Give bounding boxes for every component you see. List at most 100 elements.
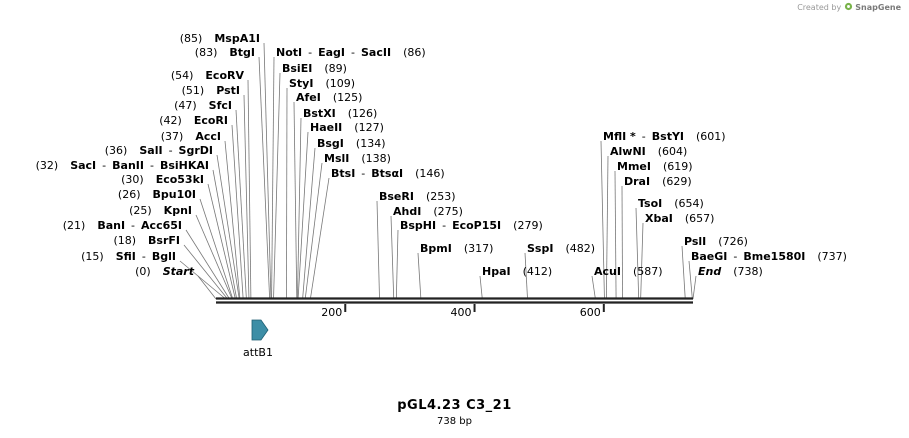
restriction-site-label[interactable]: HaeII (127) — [310, 121, 384, 134]
restriction-site-label[interactable]: (85) MspA1I — [180, 32, 260, 45]
restriction-site-label[interactable]: (18) BsrFI — [113, 234, 180, 247]
restriction-site-label[interactable]: SspI (482) — [527, 242, 595, 255]
site-label-part: - — [733, 250, 737, 263]
site-label-part: (317) — [464, 242, 494, 255]
snapgene-logo-icon — [844, 2, 852, 11]
restriction-site-label[interactable]: PslI (726) — [684, 235, 748, 248]
restriction-site-label[interactable]: NotI - EagI - SacII (86) — [276, 46, 426, 59]
restriction-site-label[interactable]: BaeGI - Bme1580I (737) — [691, 250, 847, 263]
site-leader-line — [417, 252, 422, 300]
site-label-part: (125) — [333, 91, 363, 104]
site-labels: (0) Start (15) SfiI - BglI (18) BsrFI (21) BanI - A… — [36, 32, 847, 278]
restriction-site-label[interactable]: (0) Start — [135, 265, 195, 278]
site-leader-line — [302, 147, 316, 300]
site-leader-line — [235, 109, 247, 300]
site-label-part: MflI * — [603, 130, 636, 143]
restriction-site-label[interactable]: BseRI (253) — [379, 190, 456, 203]
site-label-part: (83) — [195, 46, 218, 59]
ruler-tick-label: 400 — [451, 306, 472, 319]
site-label-part: (47) — [174, 99, 197, 112]
restriction-site-label[interactable]: (37) AccI — [161, 130, 221, 143]
sequence-backbone — [216, 297, 693, 304]
restriction-site-label[interactable]: BspHI - EcoP15I (279) — [400, 219, 543, 232]
restriction-site-label[interactable]: XbaI (657) — [645, 212, 714, 225]
restriction-site-label[interactable]: (42) EcoRI — [159, 114, 228, 127]
site-label-part: (42) — [159, 114, 182, 127]
site-label-part: SacII — [361, 46, 391, 59]
site-label-part: BspHI — [400, 219, 436, 232]
site-label-part: (126) — [348, 107, 378, 120]
feature-label: attB1 — [243, 346, 273, 359]
site-leader-line — [185, 229, 230, 300]
restriction-site-label[interactable]: BtsI - BtsαI (146) — [331, 167, 445, 180]
site-leader-line — [692, 275, 697, 300]
restriction-site-label[interactable]: (25) KpnI — [129, 204, 192, 217]
restriction-site-label[interactable]: DraI (629) — [624, 175, 692, 188]
restriction-site-label[interactable]: BsgI (134) — [317, 137, 386, 150]
site-label-part: BsgI — [317, 137, 344, 150]
restriction-site-label[interactable]: AlwNI (604) — [610, 145, 687, 158]
site-leader-line — [258, 56, 271, 300]
site-label-part: (127) — [354, 121, 384, 134]
site-label-part: KpnI — [164, 204, 192, 217]
site-leader-line — [207, 183, 236, 300]
credit-brand: SnapGene — [855, 3, 901, 12]
site-label-part: BtsI — [331, 167, 355, 180]
site-label-part: (25) — [129, 204, 152, 217]
restriction-site-label[interactable]: (26) Bpu10I — [118, 188, 196, 201]
restriction-site-label[interactable]: TsoI (654) — [638, 197, 704, 210]
site-label-part: (482) — [565, 242, 595, 255]
restriction-site-label[interactable]: (15) SfiI - BglI — [81, 250, 176, 263]
site-label-part: - — [169, 144, 173, 157]
site-leader-line — [247, 79, 252, 300]
site-label-part: BsrFI — [148, 234, 180, 247]
site-label-part: BstYI — [652, 130, 684, 143]
site-label-part: (587) — [633, 265, 663, 278]
restriction-site-label[interactable]: (36) SalI - SgrDI — [105, 144, 213, 157]
restriction-site-label[interactable]: HpaI (412) — [482, 265, 552, 278]
ruler-tick-label: 600 — [580, 306, 601, 319]
site-label-part: End — [698, 265, 721, 278]
restriction-site-label[interactable]: StyI (109) — [289, 77, 355, 90]
restriction-site-label[interactable]: MslI (138) — [324, 152, 391, 165]
feature-arrow[interactable] — [251, 319, 269, 341]
restriction-site-label[interactable]: (51) PstI — [182, 84, 240, 97]
leader-lines — [179, 42, 697, 300]
site-label-part: BanI — [97, 219, 125, 232]
restriction-site-label[interactable]: (47) SfcI — [174, 99, 232, 112]
site-leader-line — [524, 252, 528, 300]
site-label-part: - — [131, 219, 135, 232]
restriction-site-label[interactable]: BpmI (317) — [420, 242, 493, 255]
site-leader-line — [195, 214, 233, 300]
site-label-part: SgrDI — [179, 144, 213, 157]
site-label-part: (86) — [403, 46, 426, 59]
site-label-part: BanII — [112, 159, 144, 172]
restriction-site-label[interactable]: (83) BtgI — [195, 46, 255, 59]
restriction-site-label[interactable]: BsiEI (89) — [282, 62, 347, 75]
restriction-site-label[interactable]: AcuI (587) — [594, 265, 663, 278]
site-label-part: PstI — [216, 84, 240, 97]
feature-group[interactable]: attB1 — [243, 319, 273, 359]
restriction-site-label[interactable]: MflI * - BstYI (601) — [603, 130, 726, 143]
site-label-part: AfeI — [296, 91, 321, 104]
site-label-part: (85) — [180, 32, 203, 45]
site-label-part: - — [102, 159, 106, 172]
restriction-site-label[interactable]: AfeI (125) — [296, 91, 362, 104]
restriction-site-label[interactable]: (21) BanI - Acc65I — [63, 219, 182, 232]
site-label-part: - — [308, 46, 312, 59]
restriction-site-label[interactable]: MmeI (619) — [617, 160, 693, 173]
restriction-site-label[interactable]: AhdI (275) — [393, 205, 463, 218]
restriction-site-label[interactable]: (54) EcoRV — [171, 69, 245, 82]
site-label-part: BglI — [152, 250, 176, 263]
site-label-part: (629) — [662, 175, 692, 188]
restriction-site-label[interactable]: (32) SacI - BanII - BsiHKAI — [36, 159, 209, 172]
site-leader-line — [640, 222, 644, 300]
site-label-part: (18) — [113, 234, 136, 247]
site-label-part: (30) — [121, 173, 144, 186]
plasmid-name: pGL4.23 C3_21 — [397, 398, 512, 413]
restriction-site-label[interactable]: End (738) — [698, 265, 763, 278]
restriction-site-label[interactable]: BstXI (126) — [303, 107, 377, 120]
restriction-site-label[interactable]: (30) Eco53kI — [121, 173, 204, 186]
site-leader-line — [390, 215, 395, 300]
